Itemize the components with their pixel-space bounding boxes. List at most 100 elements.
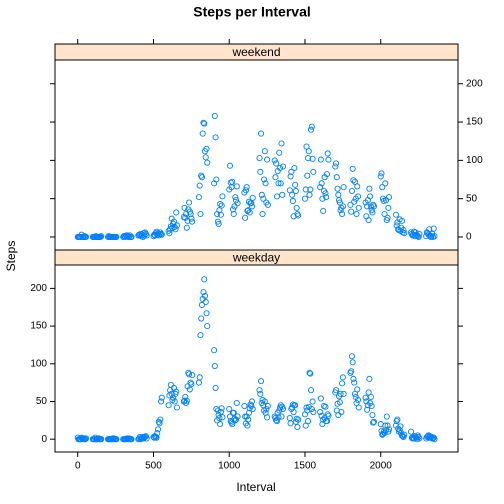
point xyxy=(367,393,374,401)
point xyxy=(368,402,375,410)
point xyxy=(323,171,330,178)
point xyxy=(279,191,286,198)
point xyxy=(217,200,224,208)
point xyxy=(430,225,437,232)
point xyxy=(292,181,299,188)
y-tick-label: 100 xyxy=(466,155,483,166)
point xyxy=(416,435,423,442)
x-tick-label: 0 xyxy=(75,461,81,472)
point xyxy=(325,412,332,419)
point xyxy=(260,195,267,202)
point xyxy=(378,170,385,177)
point xyxy=(203,310,210,317)
x-tick-label: 2000 xyxy=(370,461,393,472)
point xyxy=(305,148,312,155)
point xyxy=(217,421,224,428)
point xyxy=(287,420,294,427)
x-tick-label: 1000 xyxy=(218,461,241,472)
point xyxy=(386,426,393,433)
point xyxy=(407,428,415,435)
point xyxy=(232,194,239,201)
point xyxy=(392,211,399,218)
point xyxy=(349,359,356,366)
point xyxy=(242,214,249,221)
point xyxy=(232,197,240,204)
point xyxy=(289,197,296,205)
y-tick-label: 150 xyxy=(466,117,483,128)
point xyxy=(171,398,178,405)
point xyxy=(211,362,218,370)
point xyxy=(245,416,252,423)
point xyxy=(196,182,203,189)
y-tick-label: 50 xyxy=(466,193,478,204)
point xyxy=(348,187,355,195)
point xyxy=(319,195,326,202)
point xyxy=(278,140,285,147)
point xyxy=(262,180,269,187)
point xyxy=(199,130,206,137)
point xyxy=(257,390,264,397)
point xyxy=(248,402,255,410)
point xyxy=(431,233,438,240)
point xyxy=(307,126,315,133)
point xyxy=(337,390,344,397)
point xyxy=(229,206,237,213)
y-tick-label: 200 xyxy=(466,78,483,89)
point xyxy=(143,232,150,239)
point xyxy=(141,232,148,239)
point xyxy=(401,230,408,237)
point xyxy=(317,408,324,416)
point xyxy=(82,436,89,443)
point xyxy=(310,168,317,175)
point xyxy=(233,399,240,407)
point xyxy=(173,222,181,229)
strip-label: weekend xyxy=(231,45,280,59)
point xyxy=(348,208,355,215)
point xyxy=(216,415,223,422)
point xyxy=(295,416,302,423)
chart-title: Steps per Interval xyxy=(193,4,311,20)
point xyxy=(156,420,163,427)
point xyxy=(257,378,265,385)
point xyxy=(201,276,208,283)
point xyxy=(306,191,313,198)
point xyxy=(292,187,299,195)
point xyxy=(197,210,204,218)
point xyxy=(309,398,316,405)
point xyxy=(322,403,329,410)
point xyxy=(336,399,343,406)
point xyxy=(182,393,189,401)
point xyxy=(302,186,309,193)
point xyxy=(369,412,376,419)
point xyxy=(293,204,300,211)
point xyxy=(204,159,211,166)
point xyxy=(336,199,343,206)
point xyxy=(332,163,339,170)
point xyxy=(290,408,297,416)
point xyxy=(83,233,90,241)
point xyxy=(186,199,193,206)
y-axis-label: Steps xyxy=(4,241,18,272)
point xyxy=(229,178,236,185)
point xyxy=(261,148,268,155)
point xyxy=(198,174,206,181)
point xyxy=(364,406,371,413)
point xyxy=(338,204,345,211)
point xyxy=(382,197,390,204)
point xyxy=(256,155,263,162)
point xyxy=(152,433,159,440)
point xyxy=(367,193,374,200)
point xyxy=(399,433,406,440)
point xyxy=(354,396,362,404)
point xyxy=(263,405,270,413)
point xyxy=(273,193,281,200)
point xyxy=(339,203,346,210)
point xyxy=(200,289,207,296)
point xyxy=(248,203,256,210)
point xyxy=(226,405,233,413)
point xyxy=(335,412,342,419)
strip-label: weekday xyxy=(232,251,280,265)
point xyxy=(195,379,202,386)
point xyxy=(257,168,264,175)
point xyxy=(272,174,279,181)
